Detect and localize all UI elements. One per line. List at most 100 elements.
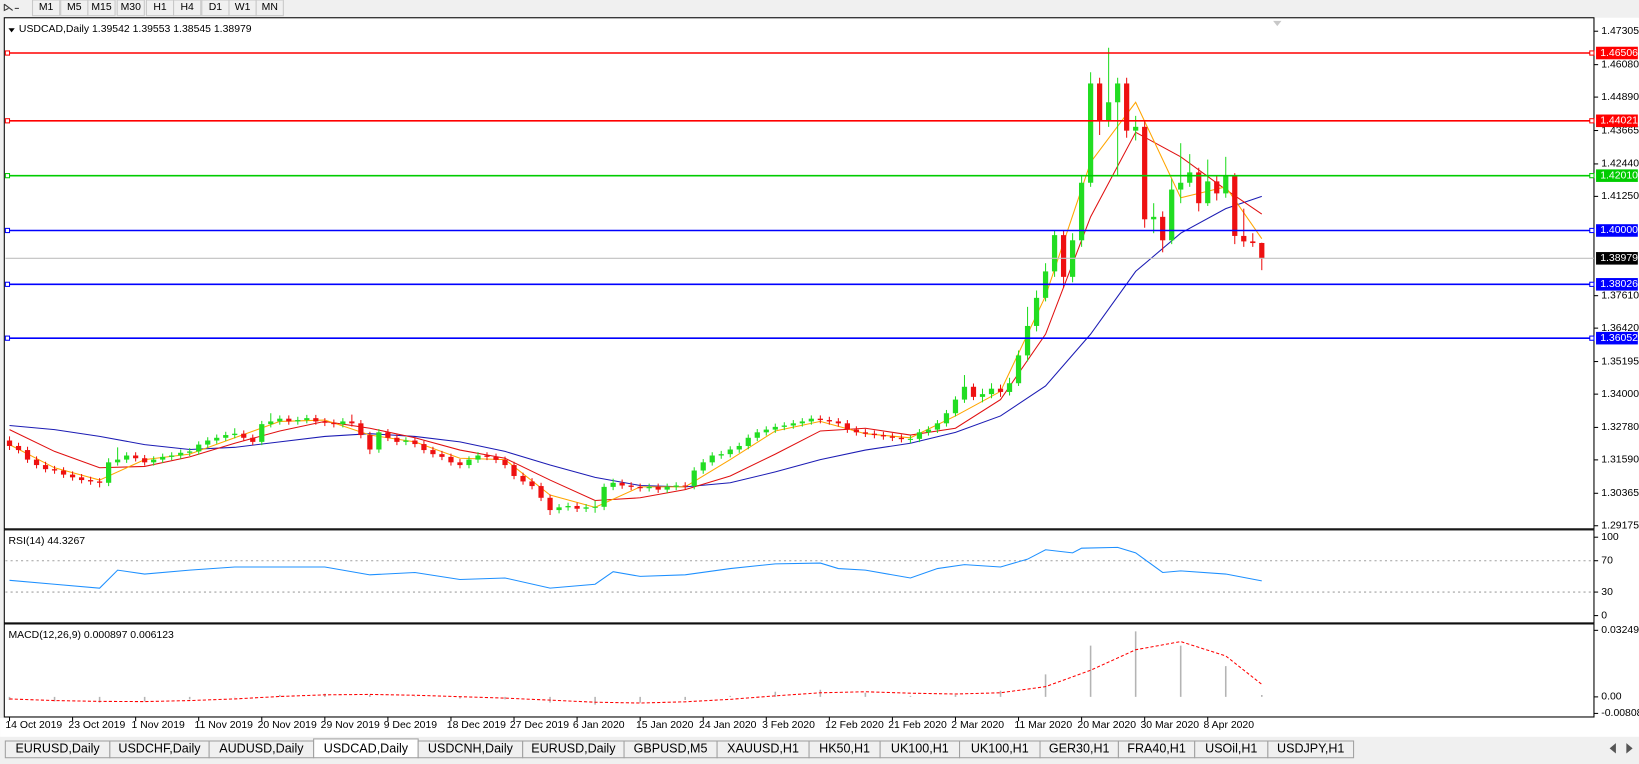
- timeframe-label[interactable]: M1: [39, 2, 54, 13]
- tab-label[interactable]: EURUSD,Daily: [15, 742, 100, 756]
- tab-label[interactable]: USDCNH,Daily: [428, 742, 514, 756]
- tab-label[interactable]: HK50,H1: [819, 742, 870, 756]
- level-handle[interactable]: [4, 173, 11, 179]
- level-handle[interactable]: [4, 118, 11, 124]
- chart-title: RSI(14) 44.3267: [8, 536, 85, 547]
- tab-label[interactable]: AUDUSD,Daily: [219, 742, 304, 756]
- level-handle[interactable]: [4, 335, 11, 341]
- candle-body: [6, 440, 13, 446]
- level-handle[interactable]: [1589, 281, 1595, 287]
- candle-body: [448, 456, 454, 463]
- tab[interactable]: [1267, 740, 1355, 759]
- timeframe-button[interactable]: [116, 0, 145, 17]
- candle-body: [1124, 83, 1130, 131]
- candle-body: [1078, 182, 1085, 241]
- candle-body: [1087, 83, 1094, 183]
- level-handle[interactable]: [1589, 173, 1595, 179]
- timeframe-label[interactable]: M30: [121, 2, 141, 13]
- tab-label[interactable]: GBPUSD,M5: [634, 742, 708, 756]
- tool-icon[interactable]: [3, 3, 19, 12]
- timeframe-label[interactable]: M5: [67, 2, 82, 13]
- level-handle[interactable]: [4, 281, 11, 287]
- y-tick-label: 1.46080: [1601, 59, 1639, 70]
- candle-body: [655, 486, 661, 490]
- candle-body: [934, 423, 941, 430]
- tab-label[interactable]: GER30,H1: [1049, 742, 1110, 756]
- toolbar-buttons: M1 M5 M15 M30 H1 H4 D1 W1 MN: [31, 0, 284, 17]
- candle-body: [565, 505, 571, 508]
- shift-marker: [1273, 20, 1282, 27]
- menu-triangle[interactable]: [8, 28, 15, 33]
- timeframe-button[interactable]: [31, 0, 61, 17]
- candle-body: [1232, 175, 1238, 236]
- x-tick-label: 18 Dec 2019: [447, 720, 506, 731]
- candle-body: [1015, 355, 1022, 384]
- level-handle[interactable]: [4, 227, 11, 234]
- candle-body: [988, 388, 995, 395]
- tab-label[interactable]: UK100,H1: [891, 742, 949, 756]
- candle-body: [799, 421, 805, 424]
- x-tick-label: 8 Apr 2020: [1204, 720, 1255, 731]
- candle-body: [78, 477, 85, 481]
- candle-body: [1006, 383, 1013, 392]
- candle-body: [358, 423, 364, 436]
- candle-body: [682, 485, 688, 487]
- candle-body: [772, 426, 778, 430]
- candle-body: [691, 470, 697, 487]
- level-label: 1.44021: [1600, 116, 1638, 127]
- candle-body: [205, 440, 211, 445]
- level-handle[interactable]: [1589, 335, 1595, 341]
- tab-scroll[interactable]: [1609, 743, 1633, 754]
- candle-body: [745, 437, 751, 446]
- chart-title: MACD(12,26,9) 0.000897 0.006123: [8, 630, 174, 641]
- candle-body: [466, 459, 472, 466]
- timeframe-label[interactable]: M15: [91, 2, 111, 13]
- candle-body: [862, 432, 868, 434]
- tab-label[interactable]: USOil,H1: [1205, 742, 1257, 756]
- x-tick-label: 29 Nov 2019: [321, 720, 380, 731]
- tab-label[interactable]: FRA40,H1: [1127, 742, 1186, 756]
- candle-body: [421, 444, 427, 451]
- tab-label[interactable]: XAUUSD,H1: [727, 742, 799, 756]
- candle-body: [853, 429, 859, 433]
- moving-average: [9, 131, 1263, 502]
- timeframe-label[interactable]: H4: [181, 2, 195, 13]
- y-tick-label: 1.31590: [1601, 455, 1639, 466]
- timeframe-button[interactable]: [255, 0, 284, 17]
- candle-body: [844, 423, 850, 430]
- axis-layer: 100 70 30 0 RSI(14) 44.3267: [8, 532, 1618, 621]
- timeframe-button[interactable]: [87, 0, 116, 17]
- y-tick-label: 1.34000: [1601, 389, 1639, 400]
- timeframe-label[interactable]: D1: [209, 2, 223, 13]
- level-handle[interactable]: [4, 50, 11, 56]
- current-price-box: [1596, 252, 1638, 265]
- timeframe-label[interactable]: W1: [235, 2, 251, 13]
- tab-label[interactable]: USDCHF,Daily: [118, 742, 201, 756]
- candle-body: [538, 486, 544, 498]
- tab-label[interactable]: EURUSD,Daily: [531, 742, 616, 756]
- x-tick-label: 23 Oct 2019: [68, 720, 125, 731]
- tab-label[interactable]: USDJPY,H1: [1277, 742, 1344, 756]
- x-tick-label: 27 Dec 2019: [510, 720, 569, 731]
- candle-body: [430, 450, 436, 455]
- candle-body: [295, 420, 301, 422]
- x-tick-label: 1 Nov 2019: [131, 720, 185, 731]
- timeframe-button[interactable]: [173, 0, 202, 17]
- level-handle[interactable]: [1589, 50, 1595, 56]
- candle-body: [952, 399, 959, 414]
- candle-body: [592, 506, 598, 508]
- level-handle[interactable]: [1589, 227, 1595, 234]
- tab-label[interactable]: USDCAD,Daily: [324, 742, 409, 756]
- candle-body: [1196, 172, 1202, 204]
- candle-body: [178, 452, 184, 456]
- candle-body: [1250, 241, 1256, 244]
- level-handle[interactable]: [1589, 118, 1595, 124]
- tab-label[interactable]: UK100,H1: [971, 742, 1029, 756]
- candle-body: [340, 421, 346, 425]
- timeframe-label[interactable]: MN: [262, 2, 278, 13]
- candle-body: [1051, 235, 1058, 272]
- candle-body: [96, 481, 103, 483]
- candle-body: [313, 418, 319, 422]
- timeframe-label[interactable]: H1: [153, 2, 167, 13]
